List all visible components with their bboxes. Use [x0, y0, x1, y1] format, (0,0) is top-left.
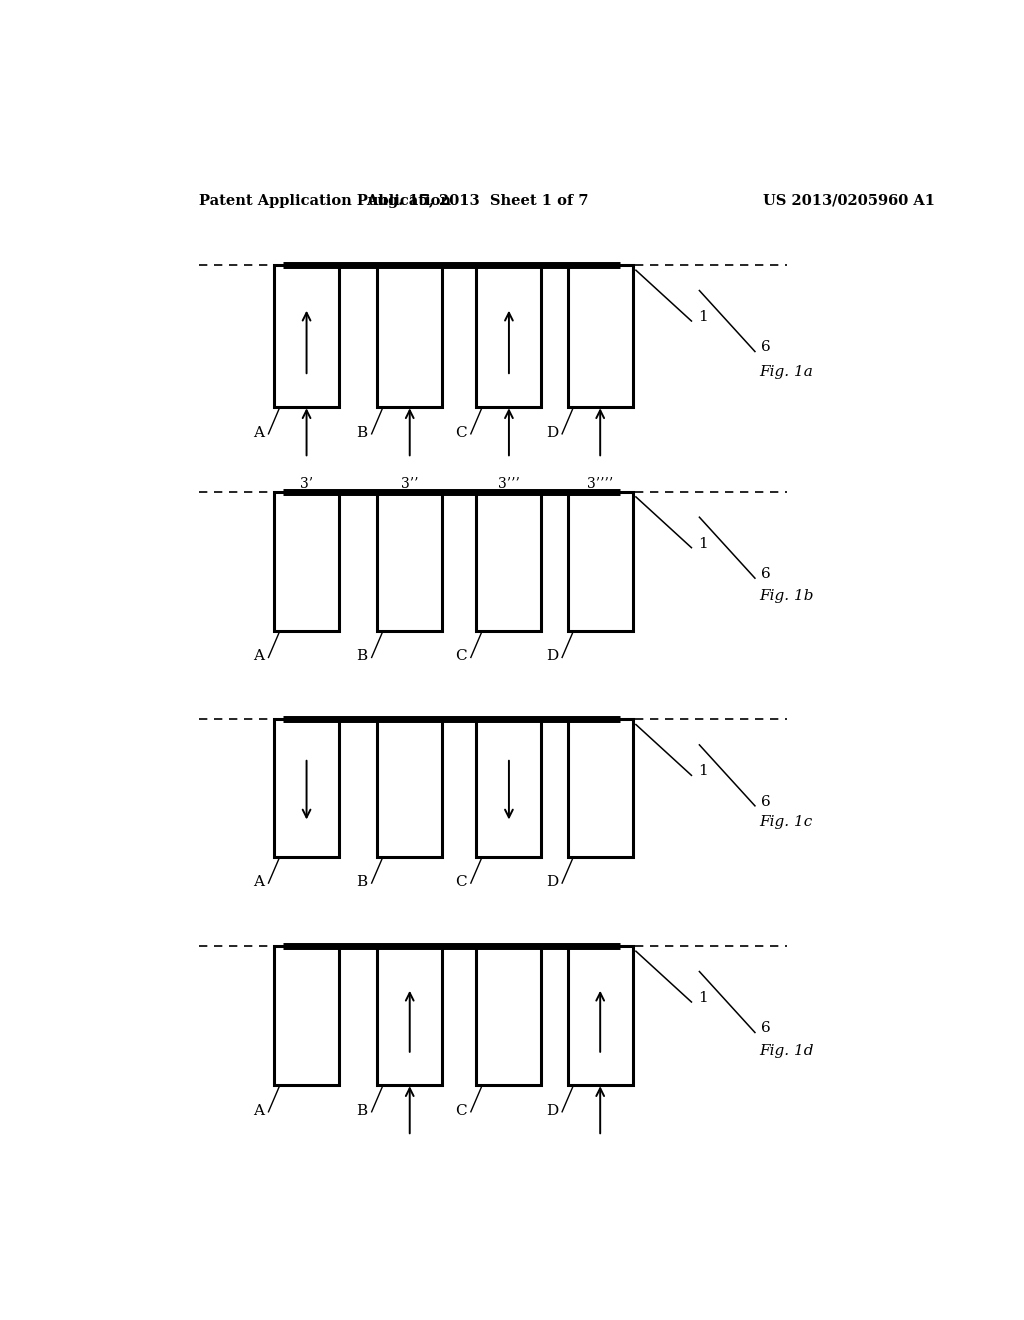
Text: Aug. 15, 2013  Sheet 1 of 7: Aug. 15, 2013 Sheet 1 of 7	[366, 194, 589, 209]
Text: D: D	[546, 426, 558, 440]
Text: 3’’’’: 3’’’’	[587, 477, 613, 491]
Bar	[567, 492, 633, 631]
Text: D: D	[546, 1104, 558, 1118]
Text: 6: 6	[761, 341, 771, 355]
Text: B: B	[356, 1104, 368, 1118]
Text: B: B	[356, 426, 368, 440]
Bar	[274, 946, 339, 1085]
Bar	[377, 946, 442, 1085]
Text: A: A	[254, 426, 264, 440]
Bar	[274, 492, 339, 631]
Text: A: A	[254, 875, 264, 888]
Text: Fig. 1d: Fig. 1d	[759, 1044, 813, 1057]
Bar	[567, 946, 633, 1085]
Bar	[476, 719, 542, 857]
Bar	[476, 265, 542, 408]
Text: D: D	[546, 649, 558, 664]
Text: 1: 1	[697, 764, 708, 779]
Text: B: B	[356, 875, 368, 888]
Text: 3’’’: 3’’’	[498, 477, 520, 491]
Text: C: C	[456, 426, 467, 440]
Text: A: A	[254, 649, 264, 664]
Bar	[476, 492, 542, 631]
Bar	[274, 265, 339, 408]
Text: A: A	[254, 1104, 264, 1118]
Text: B: B	[356, 649, 368, 664]
Bar	[274, 719, 339, 857]
Text: 1: 1	[697, 537, 708, 550]
Text: D: D	[546, 875, 558, 888]
Text: 1: 1	[697, 310, 708, 323]
Text: 6: 6	[761, 568, 771, 581]
Text: 3’: 3’	[300, 477, 313, 491]
Text: Patent Application Publication: Patent Application Publication	[200, 194, 452, 209]
Text: C: C	[456, 649, 467, 664]
Text: 6: 6	[761, 1022, 771, 1035]
Text: 6: 6	[761, 795, 771, 809]
Bar	[567, 719, 633, 857]
Text: C: C	[456, 875, 467, 888]
Bar	[476, 946, 542, 1085]
Text: 1: 1	[697, 991, 708, 1005]
Text: Fig. 1c: Fig. 1c	[759, 816, 812, 829]
Text: C: C	[456, 1104, 467, 1118]
Bar	[567, 265, 633, 408]
Text: Fig. 1b: Fig. 1b	[759, 589, 813, 603]
Bar	[377, 265, 442, 408]
Text: Fig. 1a: Fig. 1a	[759, 364, 813, 379]
Bar	[377, 492, 442, 631]
Text: 3’’: 3’’	[401, 477, 419, 491]
Bar	[377, 719, 442, 857]
Text: US 2013/0205960 A1: US 2013/0205960 A1	[763, 194, 935, 209]
